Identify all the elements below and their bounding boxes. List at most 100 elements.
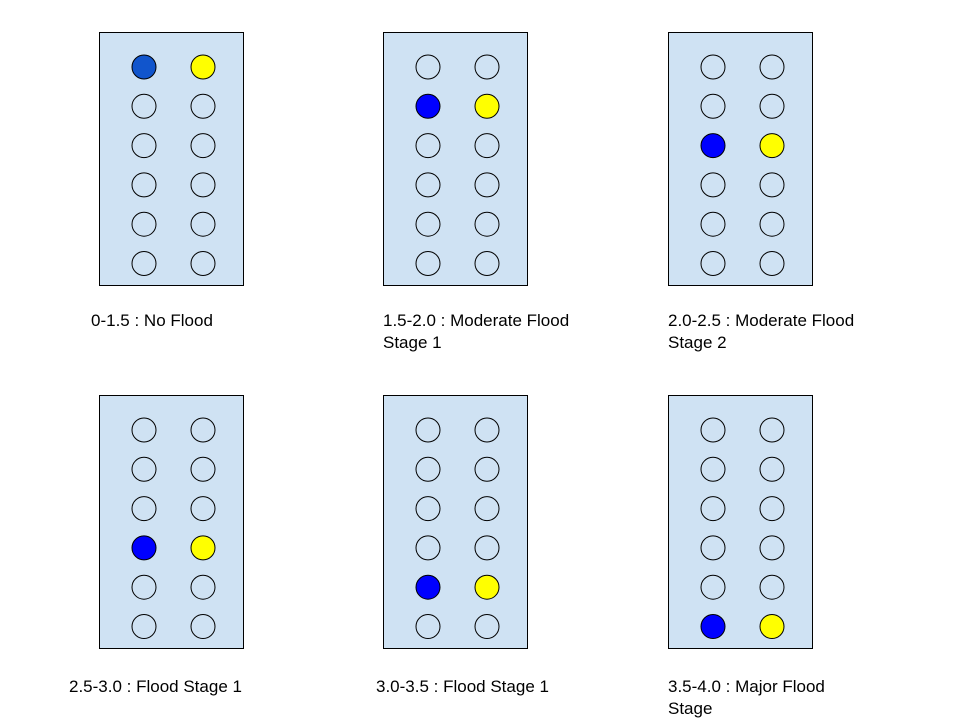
indicator-light-blue — [415, 574, 441, 600]
indicator-light-off — [474, 133, 500, 159]
indicator-light-off — [700, 93, 726, 119]
indicator-light-off — [415, 251, 441, 276]
indicator-panel-flood-stage-1-a — [99, 395, 244, 649]
indicator-light-off — [415, 417, 441, 443]
panel-label-major-flood-stage: 3.5-4.0 : Major Flood Stage — [668, 676, 825, 720]
indicator-light-off — [474, 172, 500, 198]
indicator-light-yellow — [759, 614, 785, 639]
indicator-light-yellow — [190, 54, 216, 80]
indicator-light-off — [700, 54, 726, 80]
indicator-light-off — [190, 133, 216, 159]
indicator-light-off — [700, 496, 726, 522]
indicator-light-blue — [700, 133, 726, 159]
indicator-panel-major-flood-stage — [668, 395, 813, 649]
indicator-light-off — [415, 535, 441, 561]
indicator-light-off — [700, 456, 726, 482]
indicator-light-blue — [700, 614, 726, 639]
indicator-light-off — [700, 251, 726, 276]
indicator-light-off — [131, 172, 157, 198]
indicator-light-off — [131, 496, 157, 522]
indicator-light-off — [190, 172, 216, 198]
indicator-light-off — [759, 172, 785, 198]
indicator-panel-moderate-flood-stage-2 — [668, 32, 813, 286]
indicator-light-off — [190, 574, 216, 600]
indicator-light-off — [474, 54, 500, 80]
indicator-light-off — [415, 172, 441, 198]
panel-label-moderate-flood-stage-2: 2.0-2.5 : Moderate Flood Stage 2 — [668, 310, 854, 354]
indicator-light-yellow — [190, 535, 216, 561]
label-line-1: 1.5-2.0 : Moderate Flood — [383, 311, 570, 330]
indicator-light-off — [700, 535, 726, 561]
indicator-light-off — [415, 54, 441, 80]
panel-box — [383, 32, 528, 286]
indicator-light-off — [131, 614, 157, 639]
indicator-light-yellow — [759, 133, 785, 159]
panel-box — [99, 32, 244, 286]
indicator-light-yellow — [474, 93, 500, 119]
indicator-light-off — [131, 417, 157, 443]
indicator-light-off — [131, 574, 157, 600]
indicator-light-blue — [131, 535, 157, 561]
panel-label-no-flood: 0-1.5 : No Flood — [91, 310, 213, 332]
indicator-light-off — [131, 133, 157, 159]
panel-label-moderate-flood-stage-1: 1.5-2.0 : Moderate Flood Stage 1 — [383, 310, 569, 354]
indicator-light-off — [759, 456, 785, 482]
indicator-light-off — [131, 251, 157, 276]
indicator-light-off — [131, 93, 157, 119]
label-line-1: 3.0-3.5 : Flood Stage 1 — [376, 677, 549, 696]
panel-box — [668, 32, 813, 286]
label-line-2: Stage 1 — [383, 333, 442, 352]
indicator-light-off — [131, 211, 157, 237]
indicator-light-off — [474, 211, 500, 237]
indicator-light-off — [415, 211, 441, 237]
indicator-light-yellow — [474, 574, 500, 600]
indicator-light-off — [474, 456, 500, 482]
label-line-2: Stage 2 — [668, 333, 727, 352]
indicator-light-off — [190, 614, 216, 639]
indicator-light-blue — [415, 93, 441, 119]
label-line-1: 3.5-4.0 : Major Flood — [668, 677, 825, 696]
indicator-light-off — [759, 211, 785, 237]
indicator-light-off — [474, 535, 500, 561]
indicator-light-off — [474, 614, 500, 639]
label-line-1: 2.5-3.0 : Flood Stage 1 — [69, 677, 242, 696]
indicator-panel-moderate-flood-stage-1 — [383, 32, 528, 286]
indicator-light-off — [190, 417, 216, 443]
indicator-light-off — [415, 614, 441, 639]
indicator-light-off — [759, 535, 785, 561]
indicator-light-off — [131, 456, 157, 482]
indicator-light-off — [759, 417, 785, 443]
indicator-light-off — [700, 574, 726, 600]
indicator-light-off — [190, 211, 216, 237]
panel-box — [383, 395, 528, 649]
indicator-light-off — [415, 456, 441, 482]
indicator-light-off — [474, 496, 500, 522]
indicator-light-off — [759, 251, 785, 276]
indicator-light-off — [190, 456, 216, 482]
indicator-light-off — [700, 211, 726, 237]
indicator-light-blue — [131, 54, 157, 80]
indicator-light-off — [190, 93, 216, 119]
label-line-1: 0-1.5 : No Flood — [91, 311, 213, 330]
panel-label-flood-stage-1-a: 2.5-3.0 : Flood Stage 1 — [69, 676, 242, 698]
indicator-light-off — [700, 172, 726, 198]
panel-box — [668, 395, 813, 649]
label-line-1: 2.0-2.5 : Moderate Flood — [668, 311, 855, 330]
indicator-light-off — [759, 574, 785, 600]
panel-box — [99, 395, 244, 649]
indicator-light-off — [474, 251, 500, 276]
panel-label-flood-stage-1-b: 3.0-3.5 : Flood Stage 1 — [376, 676, 549, 698]
indicator-light-off — [190, 251, 216, 276]
indicator-light-off — [415, 496, 441, 522]
indicator-light-off — [415, 133, 441, 159]
indicator-light-off — [759, 93, 785, 119]
indicator-light-off — [759, 54, 785, 80]
indicator-panel-flood-stage-1-b — [383, 395, 528, 649]
indicator-light-off — [700, 417, 726, 443]
indicator-light-off — [190, 496, 216, 522]
label-line-2: Stage — [668, 699, 713, 718]
indicator-panel-no-flood — [99, 32, 244, 286]
indicator-light-off — [759, 496, 785, 522]
indicator-light-off — [474, 417, 500, 443]
